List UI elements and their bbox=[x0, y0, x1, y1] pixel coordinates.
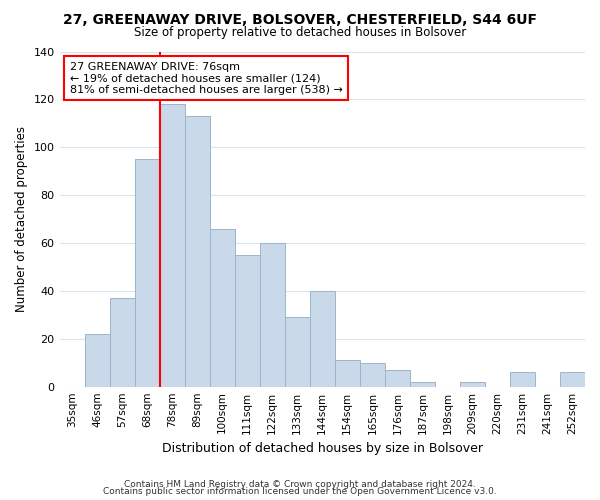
Bar bbox=[160, 104, 185, 387]
Text: Contains HM Land Registry data © Crown copyright and database right 2024.: Contains HM Land Registry data © Crown c… bbox=[124, 480, 476, 489]
Y-axis label: Number of detached properties: Number of detached properties bbox=[15, 126, 28, 312]
Bar bbox=[209, 228, 235, 386]
Bar bbox=[560, 372, 585, 386]
Text: Size of property relative to detached houses in Bolsover: Size of property relative to detached ho… bbox=[134, 26, 466, 39]
Text: 27, GREENAWAY DRIVE, BOLSOVER, CHESTERFIELD, S44 6UF: 27, GREENAWAY DRIVE, BOLSOVER, CHESTERFI… bbox=[63, 12, 537, 26]
Text: Contains public sector information licensed under the Open Government Licence v3: Contains public sector information licen… bbox=[103, 488, 497, 496]
Bar bbox=[310, 291, 335, 386]
Bar bbox=[235, 255, 260, 386]
Bar bbox=[85, 334, 110, 386]
Bar bbox=[510, 372, 535, 386]
Bar bbox=[185, 116, 209, 386]
Text: 27 GREENAWAY DRIVE: 76sqm
← 19% of detached houses are smaller (124)
81% of semi: 27 GREENAWAY DRIVE: 76sqm ← 19% of detac… bbox=[70, 62, 343, 95]
Bar bbox=[134, 159, 160, 386]
Bar bbox=[460, 382, 485, 386]
Bar bbox=[385, 370, 410, 386]
X-axis label: Distribution of detached houses by size in Bolsover: Distribution of detached houses by size … bbox=[162, 442, 483, 455]
Bar bbox=[410, 382, 435, 386]
Bar bbox=[285, 318, 310, 386]
Bar bbox=[360, 362, 385, 386]
Bar bbox=[335, 360, 360, 386]
Bar bbox=[110, 298, 134, 386]
Bar bbox=[260, 243, 285, 386]
